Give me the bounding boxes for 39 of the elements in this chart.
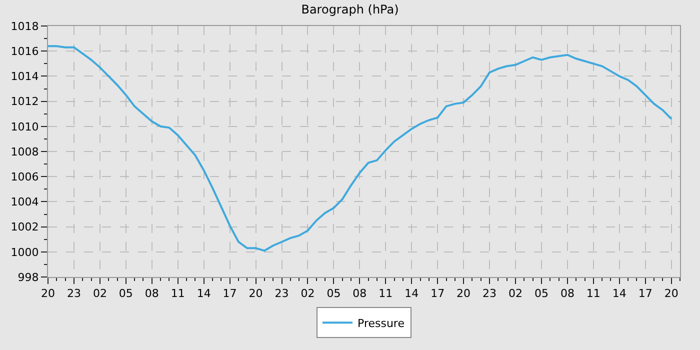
x-tick-label: 23 bbox=[66, 287, 81, 300]
x-tick-label: 17 bbox=[638, 287, 652, 300]
x-tick-label: 20 bbox=[664, 287, 678, 300]
x-tick-label: 23 bbox=[482, 287, 497, 300]
y-tick-label: 1006 bbox=[10, 170, 39, 184]
line-series bbox=[48, 45, 672, 252]
x-tick-label: 17 bbox=[222, 287, 237, 300]
y-tick-label: 1000 bbox=[10, 246, 39, 259]
x-tick-label: 14 bbox=[196, 287, 211, 300]
x-tick-label: 20 bbox=[456, 287, 471, 300]
x-tick-label: 17 bbox=[430, 287, 445, 300]
x-tick-label: 05 bbox=[118, 287, 133, 300]
x-tick-label: 08 bbox=[560, 287, 574, 300]
x-tick-label: 08 bbox=[352, 287, 367, 300]
y-tick-label: 1010 bbox=[10, 120, 39, 134]
x-tick-label: 02 bbox=[300, 287, 315, 300]
y-tick-label: 1018 bbox=[10, 20, 39, 33]
y-tick-label: 1014 bbox=[10, 70, 39, 84]
x-tick-label: 05 bbox=[326, 287, 341, 300]
y-tick-label: 1002 bbox=[10, 220, 39, 234]
legend-label: Pressure bbox=[358, 316, 405, 330]
x-tick-label: 14 bbox=[404, 287, 419, 300]
y-tick-label: 1012 bbox=[10, 95, 39, 108]
y-tick-label: 1004 bbox=[10, 196, 39, 209]
x-tick-label: 11 bbox=[170, 287, 185, 300]
x-tick-label: 08 bbox=[144, 287, 159, 300]
y-tick-label: 1016 bbox=[10, 44, 39, 58]
x-tick-label: 11 bbox=[586, 287, 600, 300]
x-tick-label: 02 bbox=[92, 287, 107, 300]
chart-title: Barograph (hPa) bbox=[301, 2, 399, 17]
x-tick-label: 20 bbox=[248, 287, 263, 300]
y-tick-label: 998 bbox=[18, 270, 39, 284]
x-tick-label: 20 bbox=[41, 287, 55, 300]
x-tick-label: 05 bbox=[534, 287, 548, 300]
x-tick-label: 14 bbox=[612, 287, 626, 300]
x-tick-label: 23 bbox=[274, 287, 289, 300]
x-tick-label: 11 bbox=[378, 287, 393, 300]
x-tick-label: 02 bbox=[508, 287, 523, 300]
y-tick-label: 1008 bbox=[10, 145, 39, 158]
